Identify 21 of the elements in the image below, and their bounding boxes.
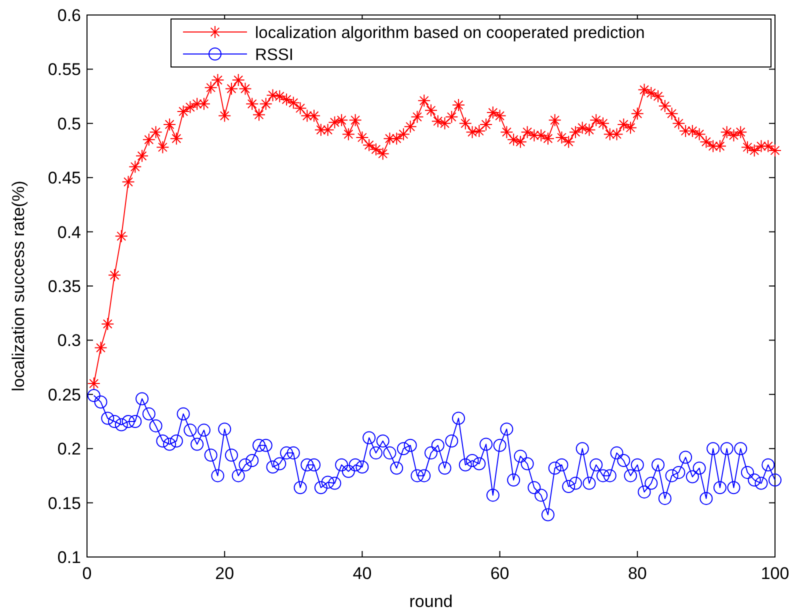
y-tick-label: 0.15	[48, 494, 81, 513]
y-tick-label: 0.55	[48, 60, 81, 80]
x-tick-label: 60	[490, 564, 510, 583]
x-tick-label: 80	[628, 564, 647, 583]
legend-label: RSSI	[255, 46, 294, 64]
legend-label: localization algorithm based on cooperated prediction	[255, 24, 645, 42]
x-axis-title: round	[409, 592, 453, 611]
y-tick-label: 0.45	[48, 168, 81, 188]
y-tick-label: 0.2	[57, 440, 81, 459]
y-tick-label: 0.3	[57, 331, 81, 350]
y-tick-label: 0.25	[48, 385, 81, 404]
x-tick-label: 0	[82, 564, 92, 583]
x-tick-label: 20	[215, 564, 234, 583]
x-tick-label: 40	[352, 564, 372, 583]
x-tick-label: 100	[760, 564, 790, 583]
y-axis-title: localization success rate(%)	[9, 180, 28, 392]
y-tick-label: 0.5	[57, 114, 81, 134]
y-tick-label: 0.1	[57, 548, 81, 567]
y-tick-label: 0.35	[48, 277, 81, 296]
y-tick-label: 0.6	[57, 6, 81, 25]
y-tick-label: 0.4	[57, 222, 81, 242]
